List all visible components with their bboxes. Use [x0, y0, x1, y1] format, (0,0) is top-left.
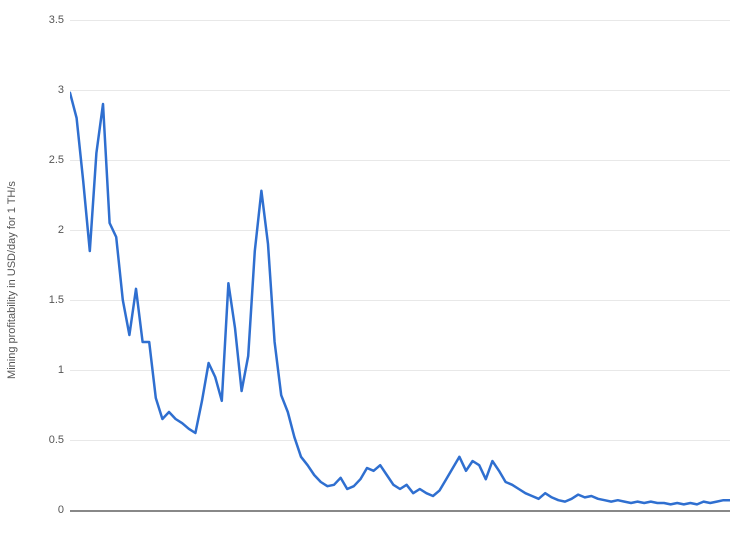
y-tick-label: 0.5 — [49, 434, 64, 446]
x-axis-line — [70, 510, 730, 512]
y-axis-label: Mining profitability in USD/day for 1 TH… — [6, 181, 18, 379]
y-tick-label: 3 — [58, 84, 64, 96]
data-line — [70, 93, 730, 505]
y-tick-label: 0 — [58, 504, 64, 516]
y-tick-label: 3.5 — [49, 14, 64, 26]
y-tick-label: 2 — [58, 224, 64, 236]
chart-container: Mining profitability in USD/day for 1 TH… — [0, 0, 754, 560]
y-tick-label: 1 — [58, 364, 64, 376]
plot-area — [70, 20, 730, 510]
y-tick-label: 1.5 — [49, 294, 64, 306]
y-tick-label: 2.5 — [49, 154, 64, 166]
